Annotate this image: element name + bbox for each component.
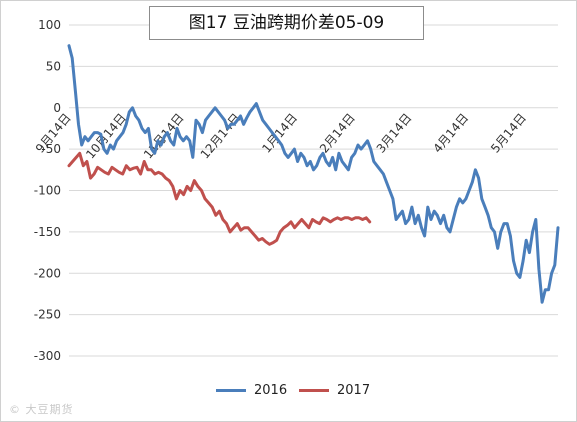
watermark: © 大豆期货 [9,403,74,416]
legend-item-2017: 2017 [299,383,370,398]
series-line-2016 [67,44,560,304]
y-tick-label: 50 [46,59,61,73]
chart-title: 图17 豆油跨期价差05-09 [149,6,424,40]
legend-item-2016: 2016 [216,383,287,398]
legend-swatch-2016 [216,389,246,392]
legend-label-2016: 2016 [254,383,288,398]
legend-swatch-2017 [299,389,329,392]
y-tick-label: -300 [34,349,61,363]
y-tick-label: -50 [41,142,61,156]
y-tick-label: -100 [34,184,61,198]
y-tick-label: -250 [34,308,61,322]
y-tick-label: -200 [34,266,61,280]
y-tick-label: -150 [34,225,61,239]
legend-label-2017: 2017 [337,383,371,398]
y-tick-label: 0 [53,101,61,115]
series-line-2017 [67,151,372,246]
y-tick-label: 100 [38,18,61,32]
x-tick-label: 12月14日 [198,111,244,162]
